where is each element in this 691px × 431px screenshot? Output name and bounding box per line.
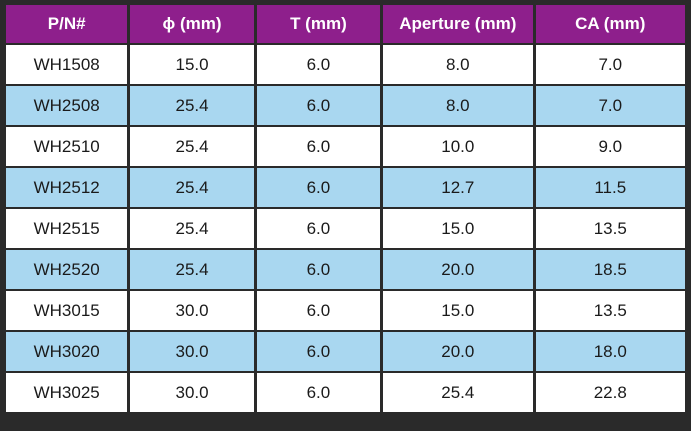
cell-aperture: 15.0 <box>383 209 533 248</box>
cell-part-number: WH3020 <box>6 332 128 371</box>
cell-thickness: 6.0 <box>256 86 381 125</box>
cell-thickness: 6.0 <box>256 209 381 248</box>
cell-part-number: WH2510 <box>6 127 128 166</box>
cell-clear-aperture: 13.5 <box>535 291 685 330</box>
table-row: WH1508 15.0 6.0 8.0 7.0 <box>6 45 685 84</box>
cell-thickness: 6.0 <box>256 45 381 84</box>
cell-part-number: WH3015 <box>6 291 128 330</box>
cell-diameter: 25.4 <box>130 168 254 207</box>
cell-aperture: 20.0 <box>383 250 533 289</box>
header-thickness: T (mm) <box>256 5 381 43</box>
table-row: WH3015 30.0 6.0 15.0 13.5 <box>6 291 685 330</box>
cell-aperture: 15.0 <box>383 291 533 330</box>
spec-table: P/N# ϕ (mm) T (mm) Aperture (mm) CA (mm)… <box>3 3 688 414</box>
cell-clear-aperture: 18.5 <box>535 250 685 289</box>
cell-diameter: 30.0 <box>130 332 254 371</box>
cell-aperture: 8.0 <box>383 45 533 84</box>
cell-clear-aperture: 13.5 <box>535 209 685 248</box>
cell-thickness: 6.0 <box>256 373 381 412</box>
cell-part-number: WH2512 <box>6 168 128 207</box>
cell-aperture: 8.0 <box>383 86 533 125</box>
cell-thickness: 6.0 <box>256 127 381 166</box>
cell-clear-aperture: 9.0 <box>535 127 685 166</box>
table-row: WH2510 25.4 6.0 10.0 9.0 <box>6 127 685 166</box>
cell-part-number: WH2508 <box>6 86 128 125</box>
cell-part-number: WH2515 <box>6 209 128 248</box>
header-clear-aperture: CA (mm) <box>535 5 685 43</box>
cell-diameter: 25.4 <box>130 250 254 289</box>
cell-aperture: 20.0 <box>383 332 533 371</box>
table-row: WH3025 30.0 6.0 25.4 22.8 <box>6 373 685 412</box>
cell-clear-aperture: 11.5 <box>535 168 685 207</box>
table-row: WH3020 30.0 6.0 20.0 18.0 <box>6 332 685 371</box>
cell-part-number: WH3025 <box>6 373 128 412</box>
cell-diameter: 15.0 <box>130 45 254 84</box>
cell-aperture: 10.0 <box>383 127 533 166</box>
table-row: WH2520 25.4 6.0 20.0 18.5 <box>6 250 685 289</box>
cell-clear-aperture: 7.0 <box>535 45 685 84</box>
cell-diameter: 25.4 <box>130 127 254 166</box>
cell-clear-aperture: 22.8 <box>535 373 685 412</box>
cell-aperture: 12.7 <box>383 168 533 207</box>
header-row: P/N# ϕ (mm) T (mm) Aperture (mm) CA (mm) <box>6 5 685 43</box>
cell-thickness: 6.0 <box>256 291 381 330</box>
header-part-number: P/N# <box>6 5 128 43</box>
cell-diameter: 25.4 <box>130 209 254 248</box>
table-row: WH2512 25.4 6.0 12.7 11.5 <box>6 168 685 207</box>
cell-clear-aperture: 7.0 <box>535 86 685 125</box>
header-diameter: ϕ (mm) <box>130 5 254 43</box>
cell-diameter: 30.0 <box>130 373 254 412</box>
table-row: WH2508 25.4 6.0 8.0 7.0 <box>6 86 685 125</box>
cell-part-number: WH1508 <box>6 45 128 84</box>
cell-thickness: 6.0 <box>256 250 381 289</box>
cell-clear-aperture: 18.0 <box>535 332 685 371</box>
cell-part-number: WH2520 <box>6 250 128 289</box>
header-aperture: Aperture (mm) <box>383 5 533 43</box>
cell-diameter: 30.0 <box>130 291 254 330</box>
cell-thickness: 6.0 <box>256 168 381 207</box>
cell-thickness: 6.0 <box>256 332 381 371</box>
table-row: WH2515 25.4 6.0 15.0 13.5 <box>6 209 685 248</box>
cell-diameter: 25.4 <box>130 86 254 125</box>
cell-aperture: 25.4 <box>383 373 533 412</box>
